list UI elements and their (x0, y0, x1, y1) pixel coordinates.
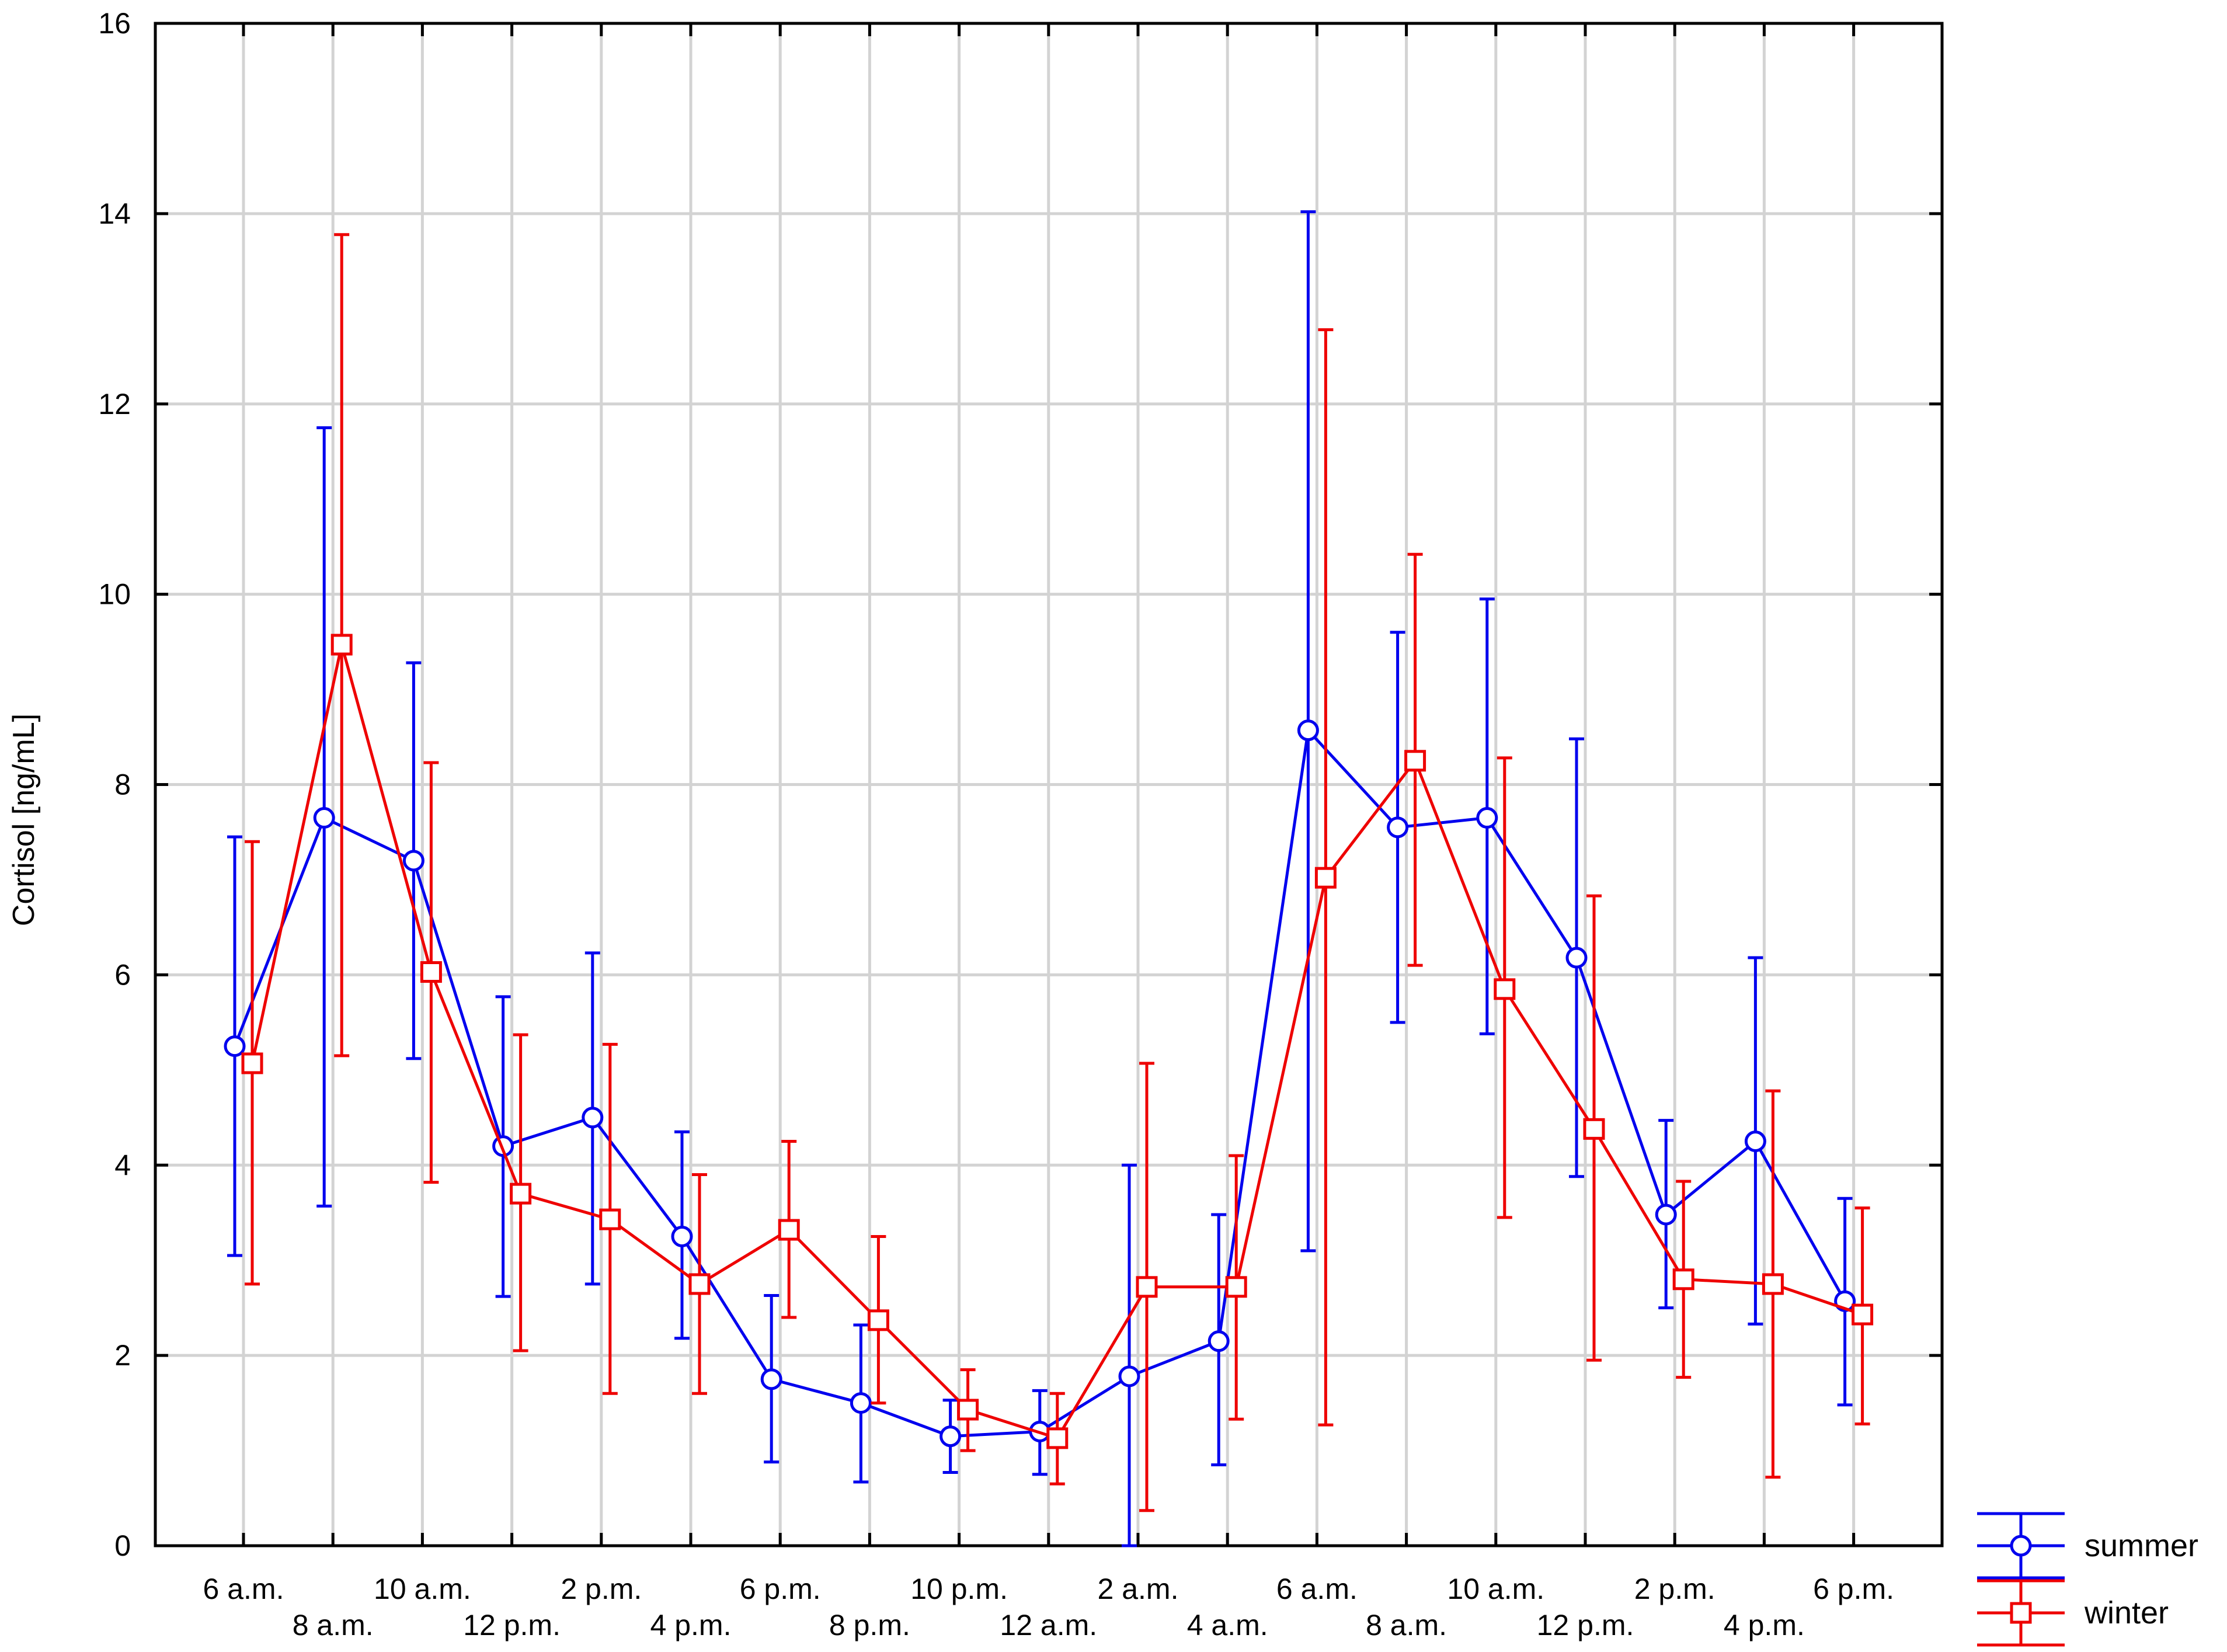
data-point (1655, 1204, 1677, 1226)
x-tick-label: 6 p.m. (1813, 1573, 1894, 1605)
x-tick-label: 10 a.m. (1447, 1573, 1544, 1605)
data-point (330, 634, 353, 656)
y-tick-label: 4 (114, 1149, 131, 1181)
y-tick-label: 14 (98, 197, 131, 230)
data-point (1494, 978, 1516, 1000)
y-tick-label: 8 (114, 768, 131, 801)
y-tick-label: 2 (114, 1339, 131, 1372)
data-point (688, 1273, 711, 1295)
data-point (778, 1219, 800, 1241)
legend-marker (2010, 1535, 2032, 1557)
data-point (1136, 1276, 1158, 1298)
data-point (420, 961, 442, 983)
data-point (1297, 719, 1319, 742)
data-point (1852, 1303, 1874, 1326)
legend-label: summer (2085, 1528, 2198, 1563)
data-point (1583, 1118, 1605, 1140)
data-point (1672, 1268, 1694, 1291)
legend-marker (2010, 1602, 2032, 1624)
y-tick-label: 6 (114, 958, 131, 991)
x-tick-label: 12 a.m. (1000, 1609, 1097, 1641)
x-tick-label: 10 p.m. (910, 1573, 1008, 1605)
series-summer (224, 210, 1856, 1547)
data-point (867, 1309, 889, 1331)
x-tick-label: 4 p.m. (1724, 1609, 1805, 1641)
data-point (402, 850, 424, 872)
x-tick-label: 6 a.m. (203, 1573, 284, 1605)
data-point (1208, 1330, 1230, 1352)
y-tick-label: 16 (98, 7, 131, 40)
data-point (1387, 816, 1409, 839)
y-tick-label: 12 (98, 388, 131, 420)
grid-layer (155, 23, 1942, 1546)
data-point (1404, 750, 1426, 772)
data-point (1046, 1427, 1069, 1449)
series-winter (241, 233, 1874, 1512)
data-point (582, 1107, 604, 1129)
data-point (1314, 867, 1337, 889)
data-point (957, 1399, 979, 1421)
legend-item-summer: summer (1977, 1512, 2198, 1580)
x-tick-label: 2 p.m. (561, 1573, 642, 1605)
x-tick-label: 8 p.m. (829, 1609, 910, 1641)
x-tick-label: 6 a.m. (1276, 1573, 1358, 1605)
legend-label: winter (2084, 1595, 2169, 1630)
series-line (250, 643, 1863, 1440)
data-point (1118, 1365, 1140, 1387)
x-tick-label: 4 p.m. (650, 1609, 732, 1641)
data-point (939, 1425, 962, 1448)
x-tick-label: 12 p.m. (463, 1609, 561, 1641)
data-point (1565, 947, 1588, 969)
x-tick-label: 4 a.m. (1187, 1609, 1268, 1641)
x-tick-label: 2 p.m. (1634, 1573, 1716, 1605)
series-layer (224, 210, 1874, 1547)
x-tick-label: 10 a.m. (374, 1573, 471, 1605)
x-tick-label: 6 p.m. (740, 1573, 821, 1605)
data-point (1744, 1131, 1766, 1153)
y-tick-label: 0 (114, 1529, 131, 1562)
data-point (241, 1052, 263, 1074)
data-point (599, 1208, 621, 1230)
data-point (313, 807, 335, 829)
data-point (510, 1183, 532, 1205)
x-tick-label: 8 a.m. (293, 1609, 374, 1641)
data-point (850, 1392, 872, 1414)
data-point (1225, 1276, 1247, 1298)
legend-item-winter: winter (1977, 1579, 2169, 1647)
y-tick-label: 10 (98, 578, 131, 611)
y-axis-title: Cortisol [ng/mL] (7, 714, 41, 926)
x-tick-label: 2 a.m. (1098, 1573, 1179, 1605)
data-point (224, 1035, 246, 1058)
x-tick-label: 12 p.m. (1537, 1609, 1634, 1641)
x-tick-label: 8 a.m. (1366, 1609, 1447, 1641)
data-point (671, 1225, 693, 1247)
legend: summer winter (1977, 1512, 2198, 1647)
data-point (1762, 1273, 1784, 1295)
data-point (760, 1368, 782, 1390)
data-point (1476, 807, 1498, 829)
